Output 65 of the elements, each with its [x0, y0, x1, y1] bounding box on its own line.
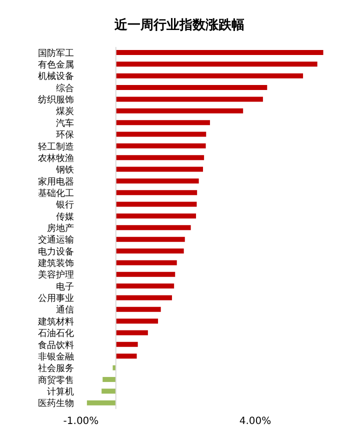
y-tick-label: 电子: [56, 281, 74, 292]
bar: [116, 260, 177, 266]
x-tick-label: -1.00%: [63, 416, 99, 428]
y-tick-label: 基础化工: [38, 188, 74, 199]
y-tick-label: 农林牧渔: [38, 152, 74, 164]
bar: [116, 120, 210, 126]
y-tick-label: 房地产: [47, 223, 74, 234]
bar: [116, 236, 185, 242]
bar: [116, 190, 198, 196]
bar: [116, 318, 158, 324]
bar: [116, 225, 191, 230]
bar: [116, 62, 318, 67]
y-tick-label: 传媒: [56, 211, 74, 222]
y-tick-label: 机械设备: [38, 71, 74, 82]
bar: [116, 354, 137, 359]
bar: [86, 400, 116, 406]
bar: [116, 96, 263, 102]
y-tick-label: 通信: [56, 304, 74, 316]
bar: [116, 342, 138, 347]
bar: [116, 284, 174, 289]
y-tick-label: 计算机: [47, 386, 74, 398]
x-tick-label: 4.00%: [239, 416, 272, 428]
bar: [116, 272, 176, 277]
y-tick-label: 环保: [56, 130, 74, 141]
bar: [116, 166, 203, 172]
bar: [112, 365, 116, 370]
y-tick-label: 银行: [55, 200, 74, 211]
y-tick-label: 建筑材料: [37, 316, 74, 328]
y-tick-label: 轻工制造: [38, 141, 74, 152]
bar: [116, 132, 206, 137]
y-tick-label: 公用事业: [38, 293, 74, 304]
y-tick-label: 建筑装饰: [37, 258, 74, 270]
y-tick-label: 食品饮料: [38, 340, 74, 351]
bar: [116, 295, 172, 300]
bar: [102, 376, 116, 382]
y-tick-label: 交通运输: [38, 234, 74, 246]
bar: [116, 330, 148, 336]
bar: [102, 388, 116, 394]
bar: [116, 155, 204, 160]
y-tick-label: 美容护理: [38, 270, 74, 281]
bar: [116, 202, 197, 207]
y-tick-label: 家用电器: [38, 176, 74, 188]
bar: [116, 143, 206, 148]
y-tick-label: 商贸零售: [38, 374, 74, 386]
bar: [116, 85, 268, 90]
bar: [116, 248, 184, 254]
bar: [116, 50, 324, 55]
chart-title: 近一周行业指数涨跌幅: [114, 17, 246, 34]
bar: [116, 178, 199, 184]
y-tick-label: 有色金属: [38, 60, 74, 71]
bar: [116, 108, 244, 114]
y-tick-label: 非银金融: [38, 351, 74, 362]
y-tick-label: 煤炭: [56, 106, 74, 118]
y-tick-label: 电力设备: [38, 246, 74, 258]
y-tick-label: 医药生物: [38, 398, 74, 410]
bar: [116, 73, 304, 78]
bar: [116, 306, 161, 312]
y-tick-label: 汽车: [56, 118, 74, 129]
bar: [116, 213, 196, 218]
y-tick-label: 综合: [56, 82, 74, 94]
y-tick-label: 社会服务: [38, 363, 74, 374]
y-tick-label: 国防军工: [38, 48, 74, 59]
y-tick-label: 钢铁: [55, 164, 74, 176]
y-tick-label: 石油石化: [38, 328, 74, 340]
y-tick-label: 纺织服饰: [38, 94, 74, 106]
